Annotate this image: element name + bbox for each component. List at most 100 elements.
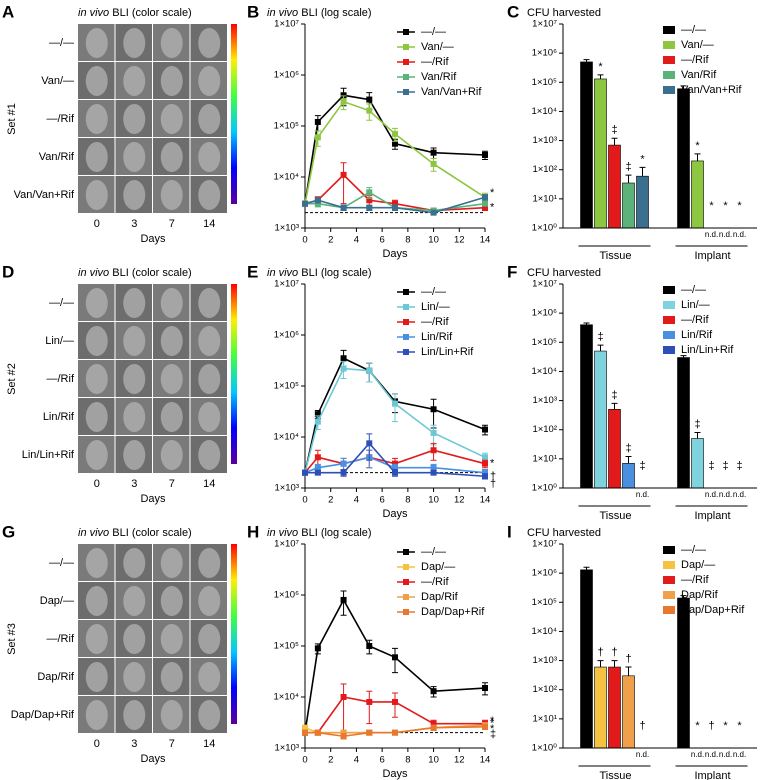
y-tick-label: 1×10⁵ [274,381,299,392]
mouse [85,440,108,470]
panel-title: CFU harvested [527,527,601,539]
bar [622,182,635,229]
significance-mark: † [639,720,645,732]
error-bar [680,85,687,89]
legend-label: —/— [421,286,446,298]
nd-label: n.d. [719,750,732,759]
marker [392,698,398,705]
significance-mark: ‡ [694,418,700,430]
mouse [198,326,221,356]
legend-label: —/— [421,546,446,558]
x-axis-label: Days [140,493,166,505]
legend-label: —/Rif [421,56,449,68]
marker [302,729,308,736]
panel-letter: F [507,262,517,281]
bar [677,357,690,489]
legend-label: Lin/Rif [681,329,713,341]
y-tick-label: 1×10⁴ [532,106,557,117]
mouse [85,142,108,172]
mouse [160,662,183,692]
error-bar [625,456,632,464]
error-bar [340,162,347,205]
title-italic: in vivo [78,527,109,539]
mouse [123,28,146,58]
x-tick-label: 14 [480,495,491,506]
y-tick-label: 1×10⁷ [532,279,557,290]
row-label: Lin/Rif [43,411,75,423]
y-tick-label: 1×10⁶ [532,568,557,579]
panel-letter: G [2,522,15,541]
panel-title: CFU harvested [527,7,601,19]
y-tick-label: 1×10⁷ [274,19,299,30]
significance-mark: * [695,720,700,732]
error-bar [597,344,604,352]
y-tick-label: 1×10³ [274,483,299,494]
mouse [85,700,108,730]
significance-mark: * [490,458,495,470]
marker [392,469,398,476]
legend-label: —/Rif [421,316,449,328]
mouse [198,402,221,432]
y-tick-label: 1×10⁷ [532,539,557,550]
legend-label: —/Rif [681,314,709,326]
panel-title: in vivo BLI (color scale) [78,267,192,279]
significance-mark: * [640,153,645,165]
x-tick-label: 8 [405,755,410,766]
x-tick-label: Implant [694,770,730,780]
legend-marker [403,334,409,340]
panel-letter: H [247,522,259,541]
y-tick-label: 1×10⁶ [274,590,299,601]
mouse [198,28,221,58]
legend-marker [403,304,409,310]
bar [608,666,621,749]
mouse [160,624,183,654]
set-label: Set #1 [6,103,18,135]
significance-mark: * [709,200,714,212]
mouse [198,288,221,318]
marker [314,645,321,652]
panel-title: in vivo BLI (log scale) [267,7,372,19]
row-label: Dap/Rif [37,671,75,683]
x-tick-label: Tissue [600,510,632,522]
title-text: BLI (log scale) [301,267,371,279]
color-scale [231,24,237,204]
day-label: 3 [131,218,137,230]
significance-mark: ‡ [722,460,728,472]
legend-label: —/Rif [681,54,709,66]
marker [340,171,347,178]
significance-mark: * [723,720,728,732]
marker [482,152,488,159]
row-label: Van/Van+Rif [14,189,75,201]
bar [691,160,704,229]
title-text: BLI (log scale) [301,7,371,19]
row-label: Lin/Lin+Rif [22,449,75,461]
mouse [123,104,146,134]
mouse [85,326,108,356]
row-label: Lin/— [45,335,74,347]
x-axis-label: Days [382,248,408,260]
significance-mark: * [737,720,742,732]
significance-mark: ‡ [639,460,645,472]
nd-label: n.d. [705,750,718,759]
mouse [198,624,221,654]
y-tick-label: 1×10⁰ [532,483,557,494]
bar [636,175,649,229]
marker [392,654,398,661]
legend-label: Van/— [421,41,454,53]
significance-mark: ‡ [625,161,631,173]
marker [482,200,488,207]
nd-label: n.d. [636,490,649,499]
mouse [160,402,183,432]
y-tick-label: 1×10⁶ [274,330,299,341]
x-tick-label: 4 [354,495,359,506]
legend-swatch [663,346,675,354]
day-label: 7 [169,738,175,750]
error-bar [366,433,373,461]
mouse [160,180,183,210]
mouse [198,700,221,730]
set-label: Set #2 [6,363,18,395]
marker [430,464,437,471]
error-bar [340,683,347,734]
bar [594,350,607,489]
